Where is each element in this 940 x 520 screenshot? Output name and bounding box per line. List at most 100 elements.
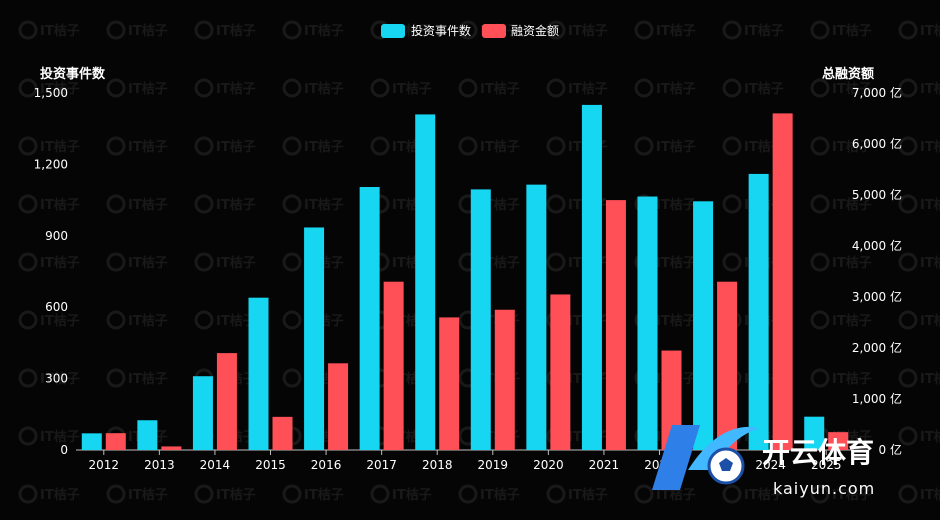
watermark-tile: IT桔子 [194, 194, 256, 214]
watermark-text: IT桔子 [568, 23, 608, 39]
watermark-tile: IT桔子 [106, 368, 168, 388]
bar-events-2025 [804, 416, 825, 450]
bar-amount-2019 [494, 309, 515, 450]
left-axis-ticks: 0 300 600 900 1,200 1,500 [34, 86, 68, 457]
watermark-tile: IT桔子 [722, 20, 784, 40]
watermark-text: IT桔子 [656, 23, 696, 39]
watermark-tile: IT桔子 [282, 78, 344, 98]
watermark-tile: IT桔子 [282, 484, 344, 504]
watermark-tile: IT桔子 [282, 136, 344, 156]
watermark-tile: IT桔子 [634, 78, 696, 98]
left-tick-label: 600 [45, 300, 68, 314]
right-tick-label: 7,000 亿 [852, 85, 902, 100]
watermark-text: IT桔子 [744, 81, 784, 97]
watermark-text: IT桔子 [128, 371, 168, 387]
watermark-text: IT桔子 [832, 255, 872, 271]
bars [81, 104, 849, 451]
watermark-text: IT桔子 [480, 81, 520, 97]
flower-icon [810, 20, 830, 40]
bar-amount-2016 [328, 363, 349, 450]
watermark-tile: IT桔子 [458, 78, 520, 98]
right-axis-ticks: 0 亿 1,000 亿 2,000 亿 3,000 亿 4,000 亿 5,000 亿 6,… [852, 85, 902, 457]
x-tick-label-2015: 2015 [255, 458, 286, 472]
flower-icon [370, 136, 390, 156]
watermark-tile: IT桔子 [194, 310, 256, 330]
watermark-tile: IT桔子 [106, 78, 168, 98]
watermark-tile: IT桔子 [722, 78, 784, 98]
watermark-text: IT桔子 [656, 81, 696, 97]
flower-icon [898, 78, 918, 98]
flower-icon [898, 310, 918, 330]
watermark-text: IT桔子 [568, 81, 608, 97]
flower-icon [810, 310, 830, 330]
watermark-text: IT桔子 [216, 487, 256, 503]
bar-events-2021 [581, 104, 602, 451]
watermark-text: IT桔子 [304, 81, 344, 97]
legend: 投资事件数 融资金额 [381, 23, 559, 38]
watermark-text: IT桔子 [40, 23, 80, 39]
watermark-tile: IT桔子 [18, 484, 80, 504]
bar-events-2022 [637, 196, 658, 450]
watermark-tile: IT桔子 [18, 310, 80, 330]
flower-icon [458, 484, 478, 504]
x-tick-label-2013: 2013 [144, 458, 175, 472]
flower-icon [18, 310, 38, 330]
flower-icon [282, 78, 302, 98]
flower-icon [18, 252, 38, 272]
flower-icon [194, 252, 214, 272]
watermark-tile: IT桔子 [194, 252, 256, 272]
flower-icon [458, 78, 478, 98]
watermark-tile: IT桔子 [194, 484, 256, 504]
watermark-text: IT桔子 [304, 139, 344, 155]
flower-icon [898, 368, 918, 388]
left-tick-label: 1,200 [34, 157, 68, 171]
left-tick-label: 0 [60, 443, 68, 457]
flower-icon [722, 136, 742, 156]
bar-amount-2018 [439, 317, 460, 450]
right-tick-label: 1,000 亿 [852, 391, 902, 406]
watermark-text: IT桔子 [920, 487, 940, 503]
watermark-tile: IT桔子 [18, 426, 80, 446]
flower-icon [194, 136, 214, 156]
watermark-text: IT桔子 [216, 81, 256, 97]
flower-icon [282, 368, 302, 388]
x-tick-label-2025: 2025 [811, 458, 842, 472]
watermark-tile: IT桔子 [898, 136, 940, 156]
flower-icon [106, 484, 126, 504]
flower-icon [18, 368, 38, 388]
flower-icon [194, 310, 214, 330]
watermark-text: IT桔子 [920, 139, 940, 155]
right-tick-label: 5,000 亿 [852, 187, 902, 202]
watermark-text: IT桔子 [832, 371, 872, 387]
right-tick-label: 4,000 亿 [852, 238, 902, 253]
x-tick-label-2012: 2012 [89, 458, 120, 472]
left-tick-label: 1,500 [34, 86, 68, 100]
watermark-text: IT桔子 [128, 487, 168, 503]
flower-icon [810, 252, 830, 272]
watermark-tile: IT桔子 [106, 20, 168, 40]
watermark-tile: IT桔子 [810, 368, 872, 388]
flower-icon [18, 426, 38, 446]
bar-events-2018 [415, 114, 436, 451]
watermark-tile: IT桔子 [106, 194, 168, 214]
flower-icon [106, 368, 126, 388]
watermark-text: IT桔子 [392, 487, 432, 503]
bar-events-2013 [137, 420, 158, 450]
x-tick-label-2024: 2024 [755, 458, 786, 472]
watermark-text: IT桔子 [40, 197, 80, 213]
watermark-tile: IT桔子 [106, 484, 168, 504]
watermark-text: IT桔子 [568, 487, 608, 503]
legend-swatch-events [381, 24, 405, 38]
x-tick-label-2020: 2020 [533, 458, 564, 472]
bar-events-2017 [359, 187, 380, 450]
watermark-text: IT桔子 [40, 255, 80, 271]
watermark-text: IT桔子 [920, 197, 940, 213]
bar-events-2023 [693, 201, 714, 450]
watermark-text: IT桔子 [304, 197, 344, 213]
flower-icon [634, 136, 654, 156]
watermark-tile: IT桔子 [194, 78, 256, 98]
flower-icon [546, 194, 566, 214]
watermark-text: IT桔子 [656, 139, 696, 155]
watermark-tile: IT桔子 [106, 136, 168, 156]
